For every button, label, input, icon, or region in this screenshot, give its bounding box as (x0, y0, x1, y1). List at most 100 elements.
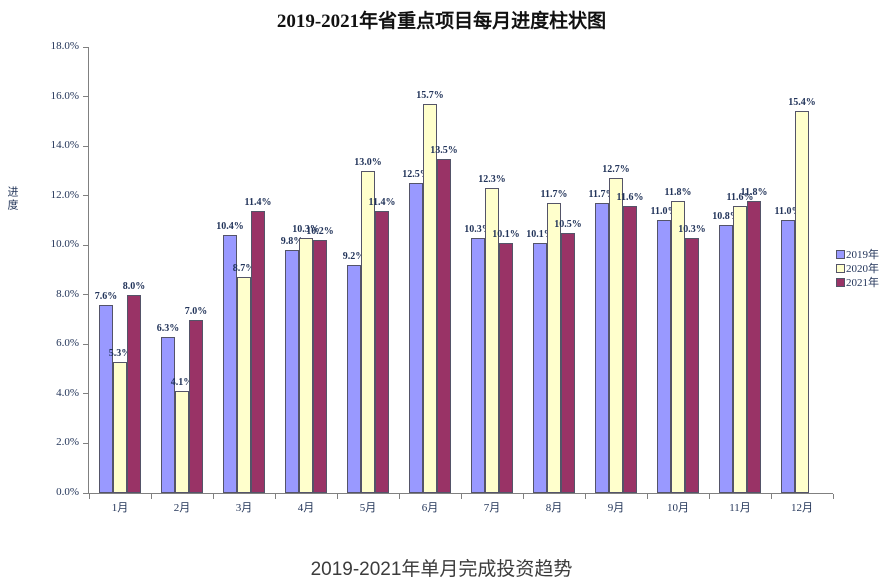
x-axis-label-4月: 4月 (297, 502, 315, 514)
bar-value-label: 10.1% (526, 228, 554, 240)
bar-value-label: 10.4% (216, 221, 244, 233)
bar-value-label: 10.3% (292, 223, 320, 235)
bar-value-label: 5.3% (108, 347, 132, 359)
x-axis-tick (398, 494, 400, 499)
bar-value-label: 13.0% (354, 156, 382, 168)
bar-2020年-12月 (795, 111, 809, 493)
legend-swatch-icon (836, 249, 845, 259)
x-axis-label-1月: 1月 (111, 502, 129, 514)
x-axis-tick (770, 494, 772, 499)
bar-value-label: 10.3% (678, 223, 706, 235)
bar-value-label: 9.8% (280, 236, 304, 248)
bar-2020年-11月 (733, 205, 747, 493)
bar-2020年-7月 (485, 188, 499, 493)
y-axis-tick (83, 195, 88, 197)
bar-2021年-5月 (375, 210, 389, 493)
plot-area: 0.0% 2.0% 4.0% 6.0% 8.0% 10.0% 12.0% 14.0% 16.0%… (51, 40, 834, 514)
bar-value-label: 7.0% (184, 305, 208, 317)
bar-value-label: 11.0% (650, 206, 678, 218)
bar-value-label: 10.3% (464, 223, 492, 235)
y-tick-label: 6.0% (56, 337, 79, 350)
bar-value-label: 11.6% (726, 191, 754, 203)
bar-2019年-11月 (719, 225, 733, 493)
bar-2021年-9月 (623, 205, 637, 493)
legend: 2019年 2020年 2021年 (836, 247, 879, 289)
legend-label: 2019年 (846, 249, 879, 261)
bar-value-label: 13.5% (430, 144, 458, 156)
legend-swatch-icon (836, 277, 845, 287)
legend-label: 2021年 (846, 277, 879, 289)
bar-value-label: 11.6% (616, 191, 644, 203)
bar-2019年-10月 (657, 220, 671, 493)
bar-value-label: 10.8% (712, 211, 740, 223)
bar-2019年-2月 (161, 336, 175, 493)
bar-2019年-12月 (781, 220, 795, 493)
bar-value-label: 11.7% (588, 189, 616, 201)
bar-2019年-3月 (223, 235, 237, 493)
bar-2019年-1月 (99, 304, 113, 493)
y-axis-tick (83, 442, 88, 444)
bar-2019年-9月 (595, 203, 609, 493)
chart-title: 2019-2021年省重点项目每月进度柱状图 (276, 11, 607, 32)
bar-value-label: 11.4% (368, 196, 396, 208)
x-axis-label-9月: 9月 (607, 502, 625, 514)
bar-2019年-7月 (471, 237, 485, 493)
x-axis-label-6月: 6月 (421, 502, 439, 514)
bar-value-label: 6.3% (156, 322, 180, 334)
bar-2021年-7月 (499, 242, 513, 493)
chart-caption: 2019-2021年单月完成投资趋势 (310, 559, 573, 580)
bar-2020年-8月 (547, 203, 561, 493)
y-tick-label: 10.0% (50, 238, 79, 251)
bar-2019年-8月 (533, 242, 547, 493)
x-axis-tick (522, 494, 524, 499)
bar-value-label: 9.2% (342, 251, 366, 263)
bar-value-label: 11.8% (664, 186, 692, 198)
bar-2021年-1月 (127, 294, 141, 493)
bar-2020年-10月 (671, 200, 685, 493)
legend-item-2020年: 2020年 (836, 261, 879, 275)
x-axis-label-5月: 5月 (359, 502, 377, 514)
bar-value-label: 10.5% (554, 218, 582, 230)
y-tick-label: 2.0% (56, 436, 79, 449)
y-axis-tick (83, 294, 88, 296)
bar-2020年-6月 (423, 104, 437, 493)
x-axis-label-11月: 11月 (729, 502, 751, 514)
bar-value-label: 12.3% (478, 174, 506, 186)
bar-2020年-5月 (361, 170, 375, 493)
bar-value-label: 15.4% (788, 97, 816, 109)
legend-swatch-icon (836, 263, 845, 273)
x-axis-tick (646, 494, 648, 499)
bar-2021年-6月 (437, 158, 451, 493)
x-axis-label-3月: 3月 (235, 502, 253, 514)
bar-2021年-2月 (189, 319, 203, 493)
y-tick-label: 0.0% (56, 486, 79, 498)
bar-2021年-10月 (685, 237, 699, 493)
x-axis-tick (584, 494, 586, 499)
bar-value-label: 15.7% (416, 89, 444, 101)
x-axis-label-8月: 8月 (545, 502, 563, 514)
y-tick-label: 16.0% (50, 89, 79, 102)
y-axis-title: 进度 (6, 186, 18, 212)
legend-item-2019年: 2019年 (836, 247, 879, 261)
y-tick-label: 4.0% (56, 386, 79, 399)
x-axis-tick (832, 494, 834, 499)
bar-value-label: 8.7% (232, 263, 256, 275)
x-axis-tick (212, 494, 214, 499)
y-axis-tick (83, 244, 88, 246)
x-axis-tick (460, 494, 462, 499)
x-axis-tick (274, 494, 276, 499)
y-axis-tick (83, 492, 88, 494)
bar-value-label: 11.0% (774, 206, 802, 218)
bar-value-label: 12.7% (602, 164, 630, 176)
y-axis-tick (83, 145, 88, 147)
y-tick-label: 14.0% (50, 139, 79, 152)
bar-value-label: 10.2% (306, 226, 334, 238)
bar-value-label: 12.5% (402, 169, 430, 181)
bar-2021年-4月 (313, 240, 327, 493)
bar-value-label: 8.0% (122, 280, 146, 292)
y-axis-tick (83, 343, 88, 345)
bar-2021年-3月 (251, 210, 265, 493)
y-tick-label: 18.0% (50, 40, 79, 52)
bar-value-label: 11.4% (244, 196, 272, 208)
x-axis-tick (708, 494, 710, 499)
